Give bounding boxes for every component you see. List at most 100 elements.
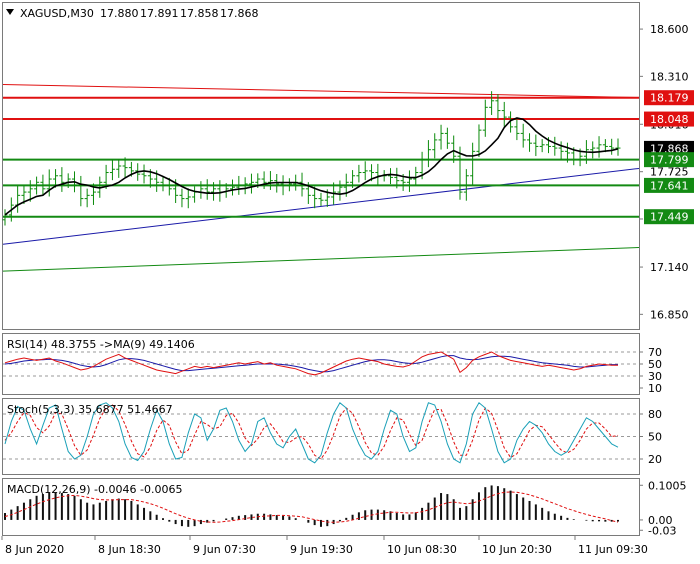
main-line (4, 402, 619, 464)
price-bar (337, 180, 343, 201)
price-bar (457, 146, 463, 200)
price-bar (558, 141, 564, 160)
price-tick-label: 16.850 (650, 308, 689, 321)
price-bar (166, 177, 172, 196)
price-bar (40, 174, 46, 196)
level-badge-bg (644, 90, 694, 106)
price-bar (470, 142, 476, 186)
price-bar (280, 175, 286, 196)
price-bar (116, 159, 122, 178)
price-bar (46, 169, 52, 197)
price-bar (539, 139, 545, 153)
header-close: 17.868 (220, 7, 259, 20)
price-bar (451, 135, 457, 163)
price-bar (438, 124, 444, 150)
price-bar (185, 188, 191, 209)
price-bar (413, 166, 419, 185)
osc-tick-label: 50 (648, 431, 662, 444)
price-bar (267, 171, 273, 190)
price-bar (103, 164, 109, 189)
level-badge-label: 18.048 (650, 113, 689, 126)
axis-labels: 18.60018.31018.01617.72517.43517.14016.8… (1, 23, 694, 556)
rsi-marks (3, 351, 639, 377)
price-bar (362, 161, 368, 181)
level-badge-label: 17.799 (650, 154, 689, 167)
price-bar (564, 142, 570, 163)
header-open: 17.880 (100, 7, 139, 20)
price-marks (2, 84, 640, 272)
level-badge-label: 17.449 (650, 211, 689, 224)
price-bar (387, 168, 393, 185)
level-badge-support: 17.799 (644, 152, 694, 168)
price-bar (432, 133, 438, 159)
symbol-header[interactable]: XAGUSD,M30 17.880 17.891 17.858 17.868 (6, 7, 259, 20)
level-badge-bg (644, 209, 694, 225)
time-tick-label: 9 Jun 19:30 (290, 543, 353, 556)
price-bar (21, 185, 27, 204)
price-bar (552, 136, 558, 156)
price-bar (514, 119, 520, 141)
macd-panel-frame (2, 478, 640, 536)
signal-line (4, 355, 618, 373)
price-bar (141, 164, 147, 184)
price-bar (204, 179, 210, 200)
price-bar (406, 170, 412, 192)
header-high: 17.891 (140, 7, 179, 20)
price-bar (356, 164, 362, 183)
price-bar (122, 157, 128, 178)
price-bar (198, 181, 204, 199)
price-bar (495, 94, 501, 120)
price-bar (230, 179, 236, 196)
price-bar (394, 167, 400, 189)
time-tick-label: 10 Jun 08:30 (387, 543, 457, 556)
price-bar (615, 138, 621, 156)
price-bar (425, 140, 431, 168)
time-tick-label: 10 Jun 20:30 (482, 543, 552, 556)
price-bar (248, 173, 254, 194)
macd-tick-label: 0.00 (648, 514, 673, 527)
macd-tick-label: -0.03 (648, 524, 676, 537)
price-tick-label: 18.310 (650, 70, 689, 83)
price-bar (489, 91, 495, 115)
price-bar (527, 133, 533, 152)
price-bar (211, 182, 217, 201)
price-bar (286, 178, 292, 192)
osc-tick-label: 50 (648, 358, 662, 371)
price-bar (609, 138, 615, 155)
rsi-title: RSI(14) 48.3755 ->MA(9) 49.1406 (7, 338, 195, 351)
level-badge-label: 18.179 (650, 92, 689, 105)
price-bar (84, 188, 90, 208)
time-tick-label: 8 Jun 18:30 (98, 543, 161, 556)
level-badge-label: 17.641 (650, 179, 689, 192)
trendline-blue (2, 167, 640, 245)
level-badge-bg (644, 177, 694, 193)
price-tick-label: 17.140 (650, 261, 689, 274)
trendline-green (2, 247, 640, 272)
price-bar (590, 141, 596, 159)
macd-signal-line (4, 491, 619, 523)
header-low: 17.858 (180, 7, 219, 20)
stoch-title: Stoch(5,3,3) 35.6877 51.4667 (7, 403, 173, 416)
price-bar (602, 139, 608, 153)
osc-tick-label: 20 (648, 453, 662, 466)
price-bar (312, 186, 318, 209)
level-badge-support: 17.449 (644, 209, 694, 225)
price-bar (217, 180, 223, 202)
price-bar (78, 175, 84, 207)
price-bar (482, 99, 488, 137)
osc-tick-label: 70 (648, 346, 662, 359)
level-badge-bg (644, 111, 694, 127)
time-tick-label: 8 Jun 2020 (5, 543, 64, 556)
triangle-down-icon[interactable] (6, 9, 14, 15)
price-bar (192, 186, 198, 203)
price-bar (375, 163, 381, 186)
price-tick-label: 18.600 (650, 23, 689, 36)
price-bar (463, 169, 469, 201)
price-bar (318, 192, 324, 206)
price-bar (520, 123, 526, 148)
price-bar (179, 188, 185, 208)
price-bar (59, 167, 65, 192)
price-bar (34, 176, 40, 195)
price-bar (27, 180, 33, 202)
price-bar (508, 111, 514, 133)
